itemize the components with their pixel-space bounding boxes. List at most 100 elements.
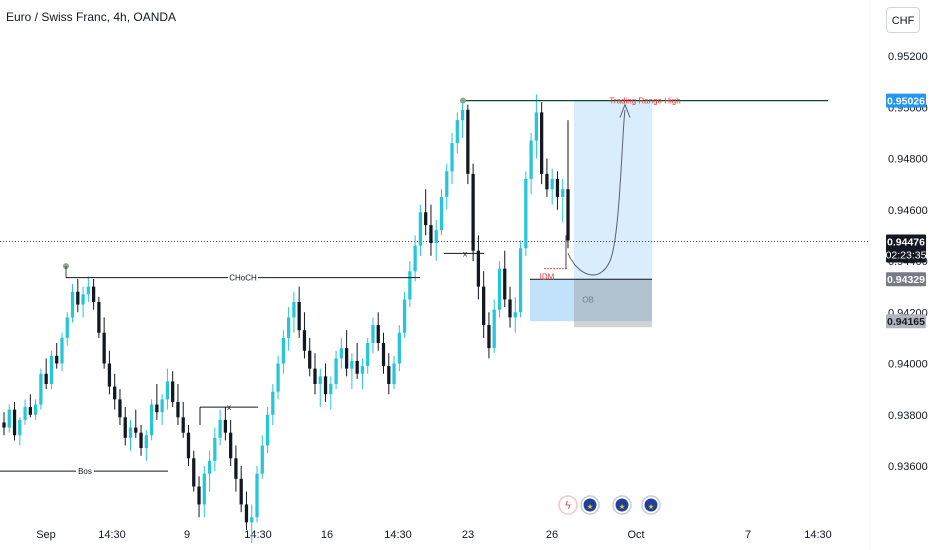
y-tick-label: 0.94800	[888, 154, 928, 166]
price-tag-label: 0.94329	[887, 274, 925, 286]
candle-body	[455, 120, 459, 144]
candle-body	[371, 325, 375, 343]
price-tag[interactable]: 0.95026	[886, 93, 926, 108]
candle-body	[524, 179, 528, 249]
candle-body	[39, 373, 43, 405]
candle-body	[355, 360, 359, 374]
candle-body	[186, 432, 191, 459]
candle-body	[439, 196, 444, 231]
order-block-box[interactable]	[574, 279, 652, 328]
candle-body	[339, 348, 343, 359]
x-tick-label: 14:30	[384, 529, 412, 541]
candle-body	[529, 140, 533, 179]
candle-body	[134, 427, 138, 433]
price-tag-bg	[886, 93, 926, 108]
eu-flag-icon[interactable]: ★	[641, 495, 661, 515]
ob-label: OB	[582, 295, 594, 304]
candle-body	[460, 109, 465, 121]
candle-body	[260, 445, 264, 474]
price-tag[interactable]: 0.94329	[886, 272, 926, 287]
candle-body	[413, 245, 417, 272]
candle-body	[381, 343, 386, 367]
candle-body	[113, 386, 117, 400]
candle-body	[297, 302, 301, 331]
candle-body	[123, 417, 127, 438]
trading-range-high-label: Trading Range High	[609, 97, 680, 106]
candle-body	[60, 337, 64, 364]
candle-body	[376, 325, 380, 343]
candle-body	[471, 173, 475, 251]
candle-body	[466, 109, 470, 174]
candle-body	[281, 337, 285, 364]
candle-body	[250, 517, 254, 523]
candle-body	[49, 355, 54, 384]
event-icon-fill	[644, 498, 658, 512]
price-tag-label: 0.94476	[887, 237, 925, 249]
candle-body	[176, 401, 180, 418]
candles-group	[2, 94, 570, 543]
candle-body	[213, 437, 217, 461]
candle-body	[360, 366, 365, 374]
eu-flag-icon[interactable]: ★	[612, 495, 632, 515]
candle-body	[181, 417, 185, 433]
event-icon-fill	[583, 498, 597, 512]
projection-curve	[567, 109, 626, 276]
candle-body	[508, 299, 512, 318]
y-tick-label: 0.94600	[888, 205, 928, 217]
candle-body	[70, 291, 75, 318]
event-icon-glyph: ★	[619, 503, 625, 511]
candle-body	[197, 486, 201, 505]
x-tick-label: 14:30	[98, 529, 126, 541]
x-mark-label-1: x	[227, 403, 231, 412]
bos-label: Bos	[78, 467, 92, 476]
candle-body	[18, 419, 22, 436]
candle-body	[540, 112, 544, 174]
event-icon-glyph: ★	[587, 503, 593, 511]
candle-body	[434, 230, 438, 244]
candle-body	[350, 360, 354, 369]
event-icon-glyph: ★	[648, 503, 654, 511]
price-tag-bg	[886, 234, 926, 263]
order-block-zone[interactable]	[530, 279, 652, 322]
candle-body	[155, 404, 159, 413]
candle-body	[561, 189, 565, 197]
candle-body	[397, 332, 401, 364]
candle-body	[424, 212, 428, 226]
eu-flag-icon[interactable]: ★	[580, 495, 600, 515]
candle-body	[292, 302, 296, 318]
event-icon-fill	[561, 498, 575, 512]
candle-body	[218, 419, 222, 438]
x-tick-label: 23	[462, 529, 474, 541]
candle-body	[7, 409, 11, 428]
bos-label-bg	[76, 466, 94, 477]
candle-body	[86, 286, 90, 295]
candle-body	[566, 189, 570, 241]
candle-body	[65, 317, 69, 338]
candle-body	[492, 309, 496, 349]
candle-body	[102, 332, 106, 364]
candle-body	[334, 358, 338, 384]
candle-body	[323, 376, 328, 395]
candle-body	[202, 473, 206, 505]
candle-body	[482, 286, 486, 326]
candle-body	[429, 225, 433, 244]
price-tag[interactable]: 0.94165	[886, 314, 926, 329]
candle-body	[418, 212, 423, 246]
flash-event-icon[interactable]: ϟ	[558, 495, 578, 515]
candle-body	[402, 299, 407, 333]
candle-body	[344, 348, 349, 369]
event-icon-fill	[615, 498, 629, 512]
candle-body	[366, 343, 370, 367]
currency-selector[interactable]: CHF	[886, 7, 920, 33]
candle-body	[118, 399, 122, 418]
candle-body	[318, 376, 322, 384]
candle-body	[302, 330, 307, 351]
candle-body	[476, 250, 481, 287]
candle-body	[265, 414, 270, 446]
candle-body	[239, 478, 243, 505]
x-tick-label: 14:30	[244, 529, 272, 541]
candle-body	[192, 458, 196, 487]
